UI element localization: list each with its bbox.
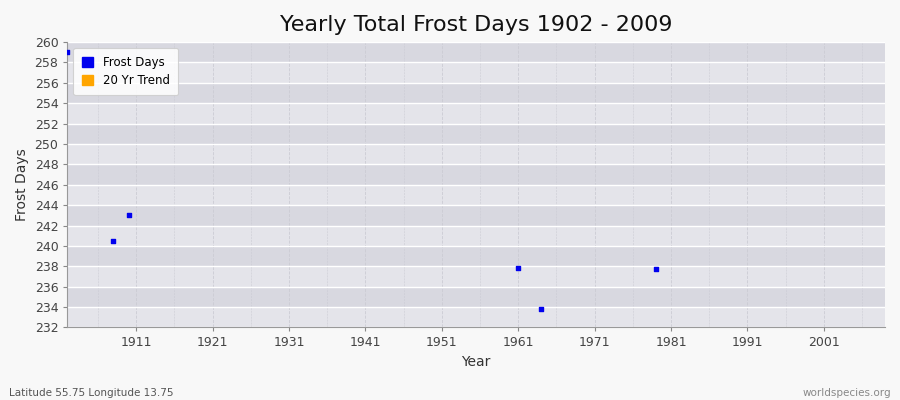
Bar bbox=[68, 103, 885, 124]
Y-axis label: Frost Days: Frost Days bbox=[15, 148, 29, 221]
Point bbox=[511, 265, 526, 272]
Point bbox=[60, 49, 75, 56]
Bar bbox=[68, 307, 885, 328]
Text: worldspecies.org: worldspecies.org bbox=[803, 388, 891, 398]
Bar bbox=[68, 124, 885, 144]
Point bbox=[122, 212, 136, 218]
Bar bbox=[68, 266, 885, 287]
Point bbox=[534, 306, 548, 312]
Title: Yearly Total Frost Days 1902 - 2009: Yearly Total Frost Days 1902 - 2009 bbox=[280, 15, 672, 35]
Bar bbox=[68, 42, 885, 62]
Bar bbox=[68, 205, 885, 226]
Point bbox=[649, 266, 663, 272]
Text: Latitude 55.75 Longitude 13.75: Latitude 55.75 Longitude 13.75 bbox=[9, 388, 174, 398]
Bar bbox=[68, 226, 885, 246]
Bar bbox=[68, 144, 885, 164]
X-axis label: Year: Year bbox=[462, 355, 490, 369]
Bar bbox=[68, 83, 885, 103]
Bar bbox=[68, 185, 885, 205]
Bar bbox=[68, 62, 885, 83]
Legend: Frost Days, 20 Yr Trend: Frost Days, 20 Yr Trend bbox=[74, 48, 178, 95]
Bar bbox=[68, 246, 885, 266]
Bar bbox=[68, 287, 885, 307]
Bar bbox=[68, 164, 885, 185]
Point bbox=[106, 238, 121, 244]
